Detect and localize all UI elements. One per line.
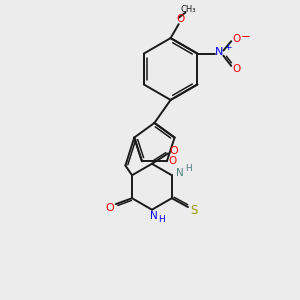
- Text: O: O: [106, 202, 114, 213]
- Text: +: +: [224, 43, 232, 52]
- Text: O: O: [169, 146, 178, 155]
- Text: O: O: [169, 156, 177, 166]
- Text: N: N: [176, 168, 184, 178]
- Text: O: O: [177, 14, 185, 24]
- Text: N: N: [215, 47, 224, 57]
- Text: CH₃: CH₃: [181, 5, 196, 14]
- Text: N: N: [149, 211, 157, 221]
- Text: −: −: [240, 30, 250, 43]
- Text: H: H: [184, 164, 191, 173]
- Text: O: O: [232, 34, 241, 44]
- Text: H: H: [158, 214, 165, 224]
- Text: O: O: [232, 64, 241, 74]
- Text: S: S: [190, 204, 198, 217]
